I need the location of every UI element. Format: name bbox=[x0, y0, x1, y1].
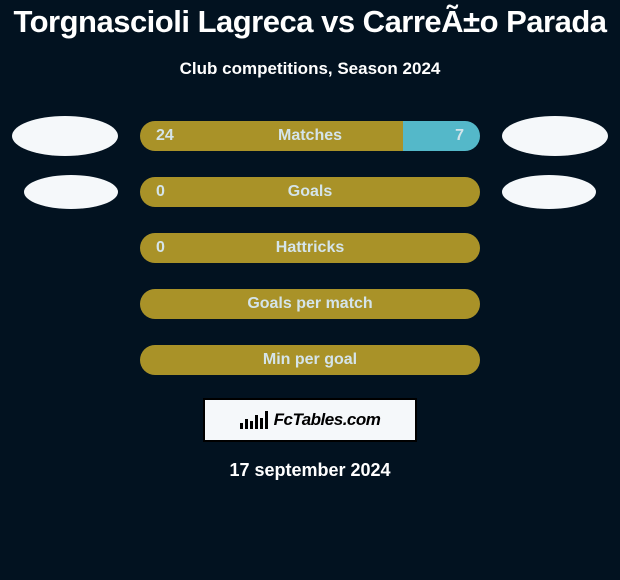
logo-box: FcTables.com bbox=[203, 398, 417, 442]
player-orb-right bbox=[502, 175, 596, 209]
comparison-canvas: Torgnascioli Lagreca vs CarreÃ±o Parada … bbox=[0, 0, 620, 580]
player-orb-left bbox=[24, 175, 118, 209]
stat-bar: Matches 24 7 bbox=[140, 121, 480, 151]
stat-value-left: 0 bbox=[156, 239, 165, 257]
stat-label: Min per goal bbox=[263, 351, 357, 369]
stat-label: Matches bbox=[278, 127, 342, 145]
stat-label: Hattricks bbox=[276, 239, 344, 257]
stat-bar-right bbox=[403, 121, 480, 151]
player-orb-right bbox=[502, 116, 608, 156]
stat-bar: Goals 0 bbox=[140, 177, 480, 207]
stat-label: Goals per match bbox=[247, 295, 372, 313]
date-label: 17 september 2024 bbox=[0, 460, 620, 481]
page-subtitle: Club competitions, Season 2024 bbox=[0, 59, 620, 79]
logo-chart-icon bbox=[240, 411, 268, 429]
stat-bar: Goals per match bbox=[140, 289, 480, 319]
stat-row: Hattricks 0 bbox=[0, 228, 620, 268]
stat-row: Goals 0 bbox=[0, 172, 620, 212]
player-orb-left bbox=[12, 116, 118, 156]
stat-row: Goals per match bbox=[0, 284, 620, 324]
stat-bar-left bbox=[140, 121, 403, 151]
logo-text: FcTables.com bbox=[274, 410, 381, 430]
stat-bar: Min per goal bbox=[140, 345, 480, 375]
stat-bar: Hattricks 0 bbox=[140, 233, 480, 263]
stat-row: Matches 24 7 bbox=[0, 116, 620, 156]
stat-value-left: 24 bbox=[156, 127, 174, 145]
page-title: Torgnascioli Lagreca vs CarreÃ±o Parada bbox=[0, 0, 620, 40]
stat-row: Min per goal bbox=[0, 340, 620, 380]
stat-rows: Matches 24 7 Goals 0 Hattricks 0 Goals per matc… bbox=[0, 116, 620, 380]
stat-value-right: 7 bbox=[455, 127, 464, 145]
stat-label: Goals bbox=[288, 183, 332, 201]
stat-value-left: 0 bbox=[156, 183, 165, 201]
